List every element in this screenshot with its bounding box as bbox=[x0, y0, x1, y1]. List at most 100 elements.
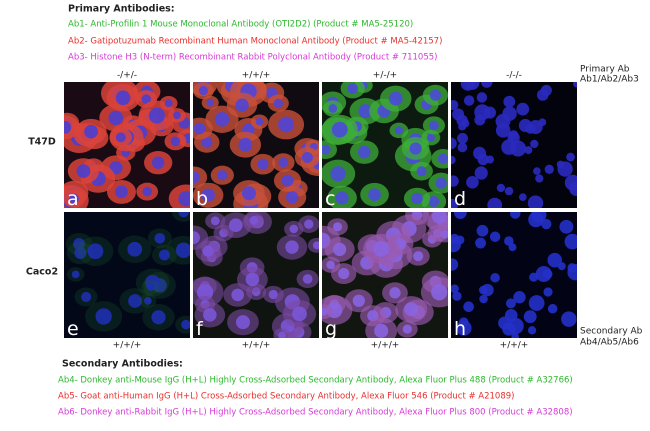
nucleus bbox=[456, 320, 472, 336]
nucleus bbox=[326, 260, 335, 270]
nucleus bbox=[451, 284, 459, 294]
row-label: Caco2 bbox=[26, 267, 58, 278]
nucleus bbox=[235, 98, 249, 112]
nucleus bbox=[273, 98, 283, 108]
nucleus bbox=[466, 175, 479, 189]
nucleus bbox=[504, 186, 514, 196]
nucleus bbox=[463, 95, 475, 106]
nucleus bbox=[533, 167, 541, 175]
nucleus bbox=[368, 188, 381, 201]
nucleus bbox=[476, 92, 488, 103]
panel-letter: h bbox=[454, 318, 466, 340]
nucleus bbox=[81, 291, 92, 303]
nucleus bbox=[531, 212, 547, 223]
nucleus bbox=[206, 98, 214, 107]
nucleus bbox=[402, 324, 412, 334]
nucleus bbox=[158, 249, 170, 261]
nucleus bbox=[281, 174, 294, 187]
nucleus bbox=[540, 84, 552, 96]
nucleus bbox=[181, 319, 190, 330]
primary-line: Ab1- Anti-Profilin 1 Mouse Monoclonal An… bbox=[68, 20, 413, 30]
row-label: T47D bbox=[28, 137, 56, 148]
nucleus bbox=[564, 233, 577, 250]
nucleus bbox=[559, 219, 574, 234]
micrograph: g bbox=[322, 212, 448, 340]
secondary-label: Secondary Ab bbox=[580, 327, 643, 337]
nucleus bbox=[84, 124, 98, 139]
nucleus bbox=[278, 157, 289, 168]
nucleus bbox=[457, 142, 468, 153]
nucleus bbox=[404, 302, 419, 317]
nucleus bbox=[87, 243, 104, 260]
nucleus bbox=[69, 193, 79, 204]
nucleus bbox=[331, 121, 348, 138]
nucleus bbox=[476, 224, 489, 237]
nucleus bbox=[127, 241, 143, 257]
nucleus bbox=[451, 99, 459, 111]
nucleus bbox=[513, 291, 526, 304]
nucleus bbox=[373, 240, 390, 257]
nucleus bbox=[566, 152, 575, 162]
nucleus bbox=[451, 175, 459, 187]
nucleus bbox=[572, 82, 577, 88]
nucleus bbox=[328, 104, 338, 113]
nucleus bbox=[278, 116, 295, 133]
nucleus bbox=[330, 166, 346, 182]
nucleus bbox=[518, 118, 532, 133]
nucleus bbox=[489, 231, 501, 242]
nucleus bbox=[374, 323, 389, 338]
panel-letter: g bbox=[325, 318, 337, 340]
nucleus bbox=[478, 285, 488, 295]
nucleus bbox=[509, 212, 521, 219]
panel-letter: c bbox=[325, 188, 335, 210]
nucleus bbox=[535, 265, 552, 283]
nucleus bbox=[292, 306, 307, 322]
column-label: -/-/- bbox=[506, 71, 522, 81]
column-label: +/+/+ bbox=[371, 341, 400, 351]
nucleus bbox=[460, 82, 475, 91]
nucleus bbox=[202, 245, 214, 257]
nucleus bbox=[201, 136, 213, 148]
nucleus bbox=[193, 122, 206, 135]
nucleus bbox=[452, 108, 465, 121]
nucleus bbox=[502, 322, 516, 336]
nucleus bbox=[173, 111, 181, 120]
nucleus bbox=[547, 303, 558, 314]
cell bbox=[193, 166, 208, 189]
nucleus bbox=[429, 89, 441, 101]
nucleus bbox=[76, 164, 91, 178]
cell bbox=[64, 115, 80, 140]
column-label: -/+/- bbox=[117, 71, 137, 81]
nucleus bbox=[538, 118, 547, 127]
nucleus bbox=[164, 99, 173, 108]
nucleus bbox=[480, 82, 493, 88]
nucleus bbox=[394, 126, 404, 135]
nucleus bbox=[175, 242, 190, 258]
nucleus bbox=[268, 289, 278, 300]
nucleus bbox=[115, 132, 126, 143]
nucleus bbox=[128, 294, 142, 308]
nucleus bbox=[474, 166, 488, 180]
nucleus bbox=[71, 270, 80, 279]
nucleus bbox=[238, 137, 253, 152]
nucleus bbox=[304, 219, 314, 229]
nucleus bbox=[495, 123, 511, 138]
nucleus bbox=[556, 160, 565, 169]
nucleus bbox=[505, 298, 516, 309]
nucleus bbox=[440, 230, 448, 239]
nucleus bbox=[231, 288, 245, 302]
nucleus bbox=[528, 295, 545, 311]
primary-label: Primary Ab bbox=[580, 65, 630, 75]
nucleus bbox=[474, 104, 491, 121]
nucleus bbox=[564, 174, 577, 191]
nucleus bbox=[454, 212, 467, 219]
nucleus bbox=[530, 139, 539, 149]
micrograph: c bbox=[322, 82, 448, 210]
nucleus bbox=[460, 119, 470, 128]
nucleus bbox=[148, 107, 165, 124]
nucleus bbox=[74, 246, 87, 260]
micrograph: b bbox=[193, 82, 319, 208]
nucleus bbox=[347, 83, 359, 94]
nucleus bbox=[437, 153, 448, 165]
nucleus bbox=[108, 110, 124, 126]
